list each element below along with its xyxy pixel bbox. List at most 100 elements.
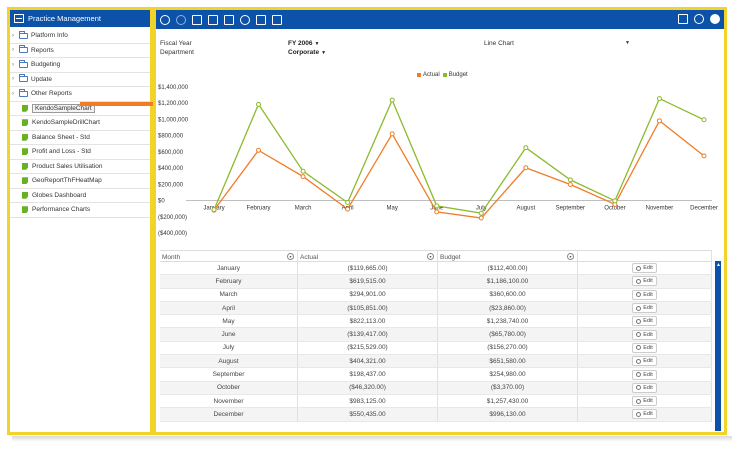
report-icon [22,133,28,141]
column-header-label: Actual [300,253,319,261]
edit-icon [636,278,642,284]
y-tick-label: $200,000 [158,182,184,188]
table-scrollbar[interactable]: ▲ [715,261,721,431]
data-point-actual [345,206,351,212]
edit-button[interactable]: Edit [632,369,657,380]
department-select[interactable]: Corporate ▼ [288,49,326,56]
undo-icon[interactable] [176,14,186,25]
folder-icon [19,45,28,54]
edit-button[interactable]: Edit [632,356,657,367]
legend-swatch-budget [442,73,447,77]
table-cell: April [160,301,298,315]
chevron-right-icon[interactable]: › [12,47,14,54]
column-header-actual[interactable]: Actual ▾ [298,251,438,263]
filter-icon[interactable]: ▾ [567,253,574,260]
tree-item[interactable]: › Update [10,73,150,87]
filter-icon[interactable]: ▾ [287,253,294,260]
export-icon[interactable] [240,14,250,25]
tree-item[interactable]: Product Sales Utilisation [10,160,150,174]
download-icon[interactable] [678,14,688,24]
copy-icon[interactable] [208,14,218,25]
table-cell: September [160,368,298,381]
tree-item-label: Globes Dashboard [32,191,87,199]
table-row: February $619,515.00 $1,186,100.00 Edit [160,275,712,289]
chart-icon[interactable] [256,14,266,25]
table-cell: ($3,370.00) [438,381,578,394]
report-icon [22,191,28,199]
chevron-right-icon[interactable]: › [12,32,14,39]
tree-item[interactable]: Balance Sheet - Std [10,131,150,145]
edit-icon [636,372,642,378]
edit-button[interactable]: Edit [632,342,657,353]
edit-button[interactable]: Edit [632,303,657,314]
edit-button[interactable]: Edit [632,396,657,407]
report-icon [22,177,28,185]
table-cell: ($65,780.00) [438,328,578,341]
x-tick-label: September [556,206,585,212]
chevron-right-icon[interactable]: › [12,90,14,97]
table-cell: $996,130.00 [438,408,578,421]
y-tick-label: $1,400,000 [158,85,189,91]
tree-item[interactable]: Performance Charts [10,203,150,218]
table-row: May $822,113.00 $1,238,740.00 Edit [160,315,712,329]
tree-item[interactable]: KendoSampleDrillChart [10,116,150,131]
y-tick-label: ($400,000) [158,231,187,237]
report-icon [22,148,28,156]
refresh-icon[interactable] [160,14,170,25]
tree-item[interactable]: › Budgeting [10,58,150,73]
edit-button[interactable]: Edit [632,316,657,327]
save-icon[interactable] [224,14,234,25]
table-cell: ($46,320.00) [298,381,438,394]
edit-label: Edit [643,331,653,338]
edit-button[interactable]: Edit [632,263,657,274]
edit-button[interactable]: Edit [632,329,657,340]
tree-item[interactable]: KendoSampleChart [10,102,150,116]
table-cell: June [160,328,298,341]
edit-icon [636,318,642,324]
tree-item[interactable]: › Platform Info [10,29,150,44]
edit-document-icon[interactable] [272,14,282,25]
table-cell: ($105,851.00) [298,301,438,315]
edit-button[interactable]: Edit [632,276,657,287]
edit-button[interactable]: Edit [632,289,657,300]
scroll-up-icon[interactable]: ▲ [716,262,721,268]
table-cell-actions: Edit [578,301,712,315]
table-cell: February [160,275,298,288]
data-point-actual [523,165,529,171]
tree-item[interactable]: › Reports [10,44,150,58]
table-cell: August [160,355,298,368]
table-cell: ($156,270.00) [438,341,578,355]
settings-icon[interactable] [710,14,720,24]
table-header: Month ▾ Actual ▾ Budget ▾ [160,250,712,263]
edit-icon [636,265,642,271]
edit-icon [636,305,642,311]
tree-item[interactable]: Profit and Loss - Std [10,145,150,160]
table-cell: $404,321.00 [298,355,438,368]
document-icon[interactable] [192,14,202,25]
fiscal-year-select[interactable]: FY 2006 ▼ [288,40,319,47]
tree-item[interactable]: GeoReportThFHeatMap [10,174,150,189]
table-body: January ($119,665.00) ($112,400.00) Edit Feb… [160,262,712,422]
chart-type-select[interactable]: Line Chart ▼ [484,40,630,47]
chevron-right-icon[interactable]: › [12,61,14,68]
filter-icon[interactable]: ▾ [427,253,434,260]
tree-item[interactable]: › Other Reports [10,87,150,102]
column-header-budget[interactable]: Budget ▾ [438,251,578,263]
table-cell: October [160,381,298,394]
table-cell: $360,600.00 [438,288,578,301]
table-row: September $198,437.00 $254,980.00 Edit [160,368,712,382]
edit-button[interactable]: Edit [632,382,657,393]
history-icon[interactable] [694,14,704,24]
report-tree: › Platform Info › Reports › Budgeting › Update ›… [10,27,150,218]
chevron-right-icon[interactable]: › [12,76,14,83]
data-point-budget [701,117,707,123]
column-header-month[interactable]: Month ▾ [160,251,298,263]
data-point-actual [567,181,573,187]
edit-button[interactable]: Edit [632,409,657,420]
x-tick-label: October [604,206,625,212]
tree-item[interactable]: Globes Dashboard [10,189,150,203]
column-header-actions [578,251,712,263]
data-point-budget [656,96,662,102]
y-tick-label: $0 [158,199,165,205]
table-cell: ($119,665.00) [298,262,438,275]
